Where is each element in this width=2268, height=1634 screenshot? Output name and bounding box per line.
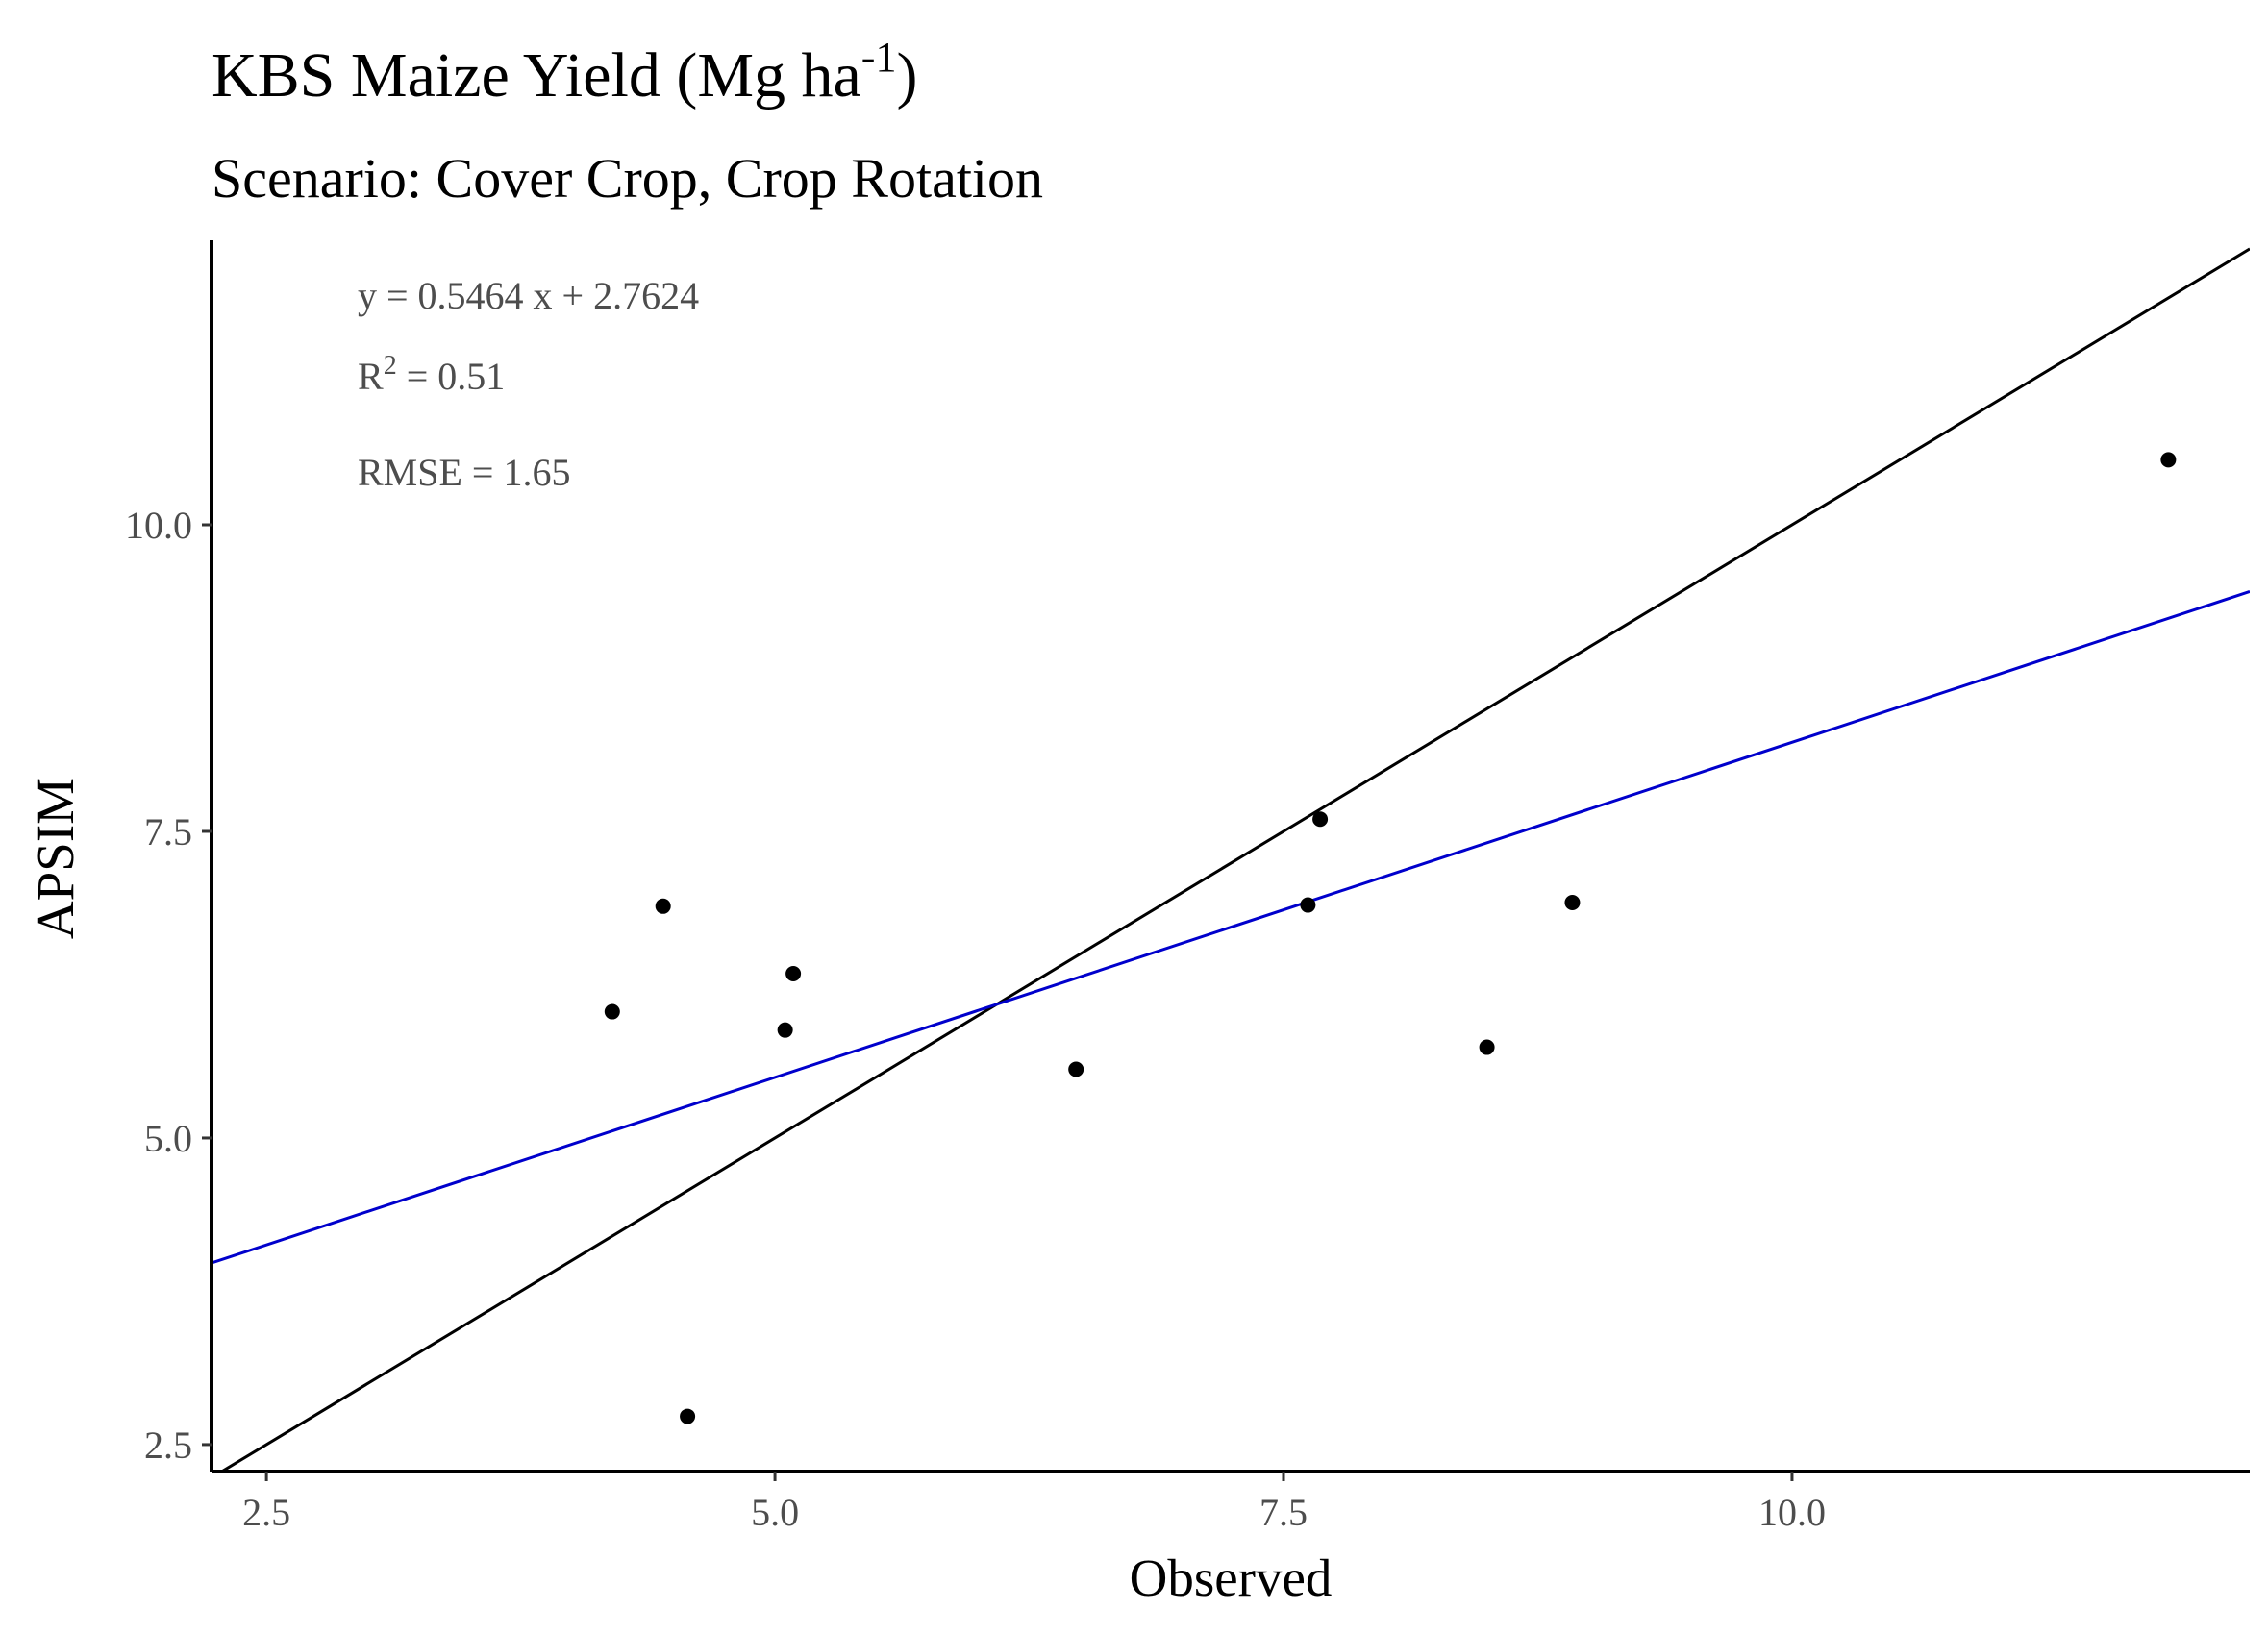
x-tick-label: 7.5 bbox=[1259, 1491, 1308, 1534]
data-point bbox=[655, 898, 671, 914]
r-squared-label: R2 = 0.51 bbox=[358, 351, 505, 398]
data-point bbox=[1312, 811, 1329, 828]
fit-lines bbox=[212, 247, 2250, 1472]
regression-line bbox=[212, 590, 2250, 1265]
data-point bbox=[1068, 1061, 1084, 1077]
x-tick-label: 10.0 bbox=[1758, 1491, 1826, 1534]
y-axis-title: APSIM bbox=[26, 778, 85, 939]
y-tick-label: 10.0 bbox=[125, 504, 192, 547]
data-points bbox=[604, 452, 2177, 1424]
rmse-label: RMSE = 1.65 bbox=[358, 451, 570, 494]
data-point bbox=[785, 965, 802, 981]
y-tick-label: 7.5 bbox=[144, 810, 192, 854]
data-point bbox=[777, 1022, 793, 1038]
chart-subtitle: Scenario: Cover Crop, Crop Rotation bbox=[212, 147, 1043, 210]
x-tick-label: 5.0 bbox=[751, 1491, 799, 1534]
identity-line bbox=[218, 247, 2250, 1472]
y-axis-ticks: 2.5 5.0 7.5 10.0 bbox=[125, 504, 212, 1467]
data-point bbox=[604, 1003, 620, 1020]
data-point bbox=[2160, 452, 2177, 468]
x-axis-title: Observed bbox=[1130, 1548, 1333, 1607]
y-tick-label: 2.5 bbox=[144, 1424, 192, 1467]
equation-label: y = 0.5464 x + 2.7624 bbox=[358, 274, 699, 317]
data-point bbox=[1479, 1039, 1495, 1055]
fit-annotations: y = 0.5464 x + 2.7624 R2 = 0.51 RMSE = 1… bbox=[358, 274, 699, 494]
chart-title: KBS Maize Yield (Mg ha-1) bbox=[212, 34, 917, 111]
data-point bbox=[1300, 897, 1316, 913]
y-tick-label: 5.0 bbox=[144, 1117, 192, 1160]
x-axis-ticks: 2.5 5.0 7.5 10.0 bbox=[242, 1472, 1826, 1534]
x-tick-label: 2.5 bbox=[242, 1491, 290, 1534]
data-point bbox=[1564, 894, 1581, 910]
data-point bbox=[680, 1408, 696, 1424]
